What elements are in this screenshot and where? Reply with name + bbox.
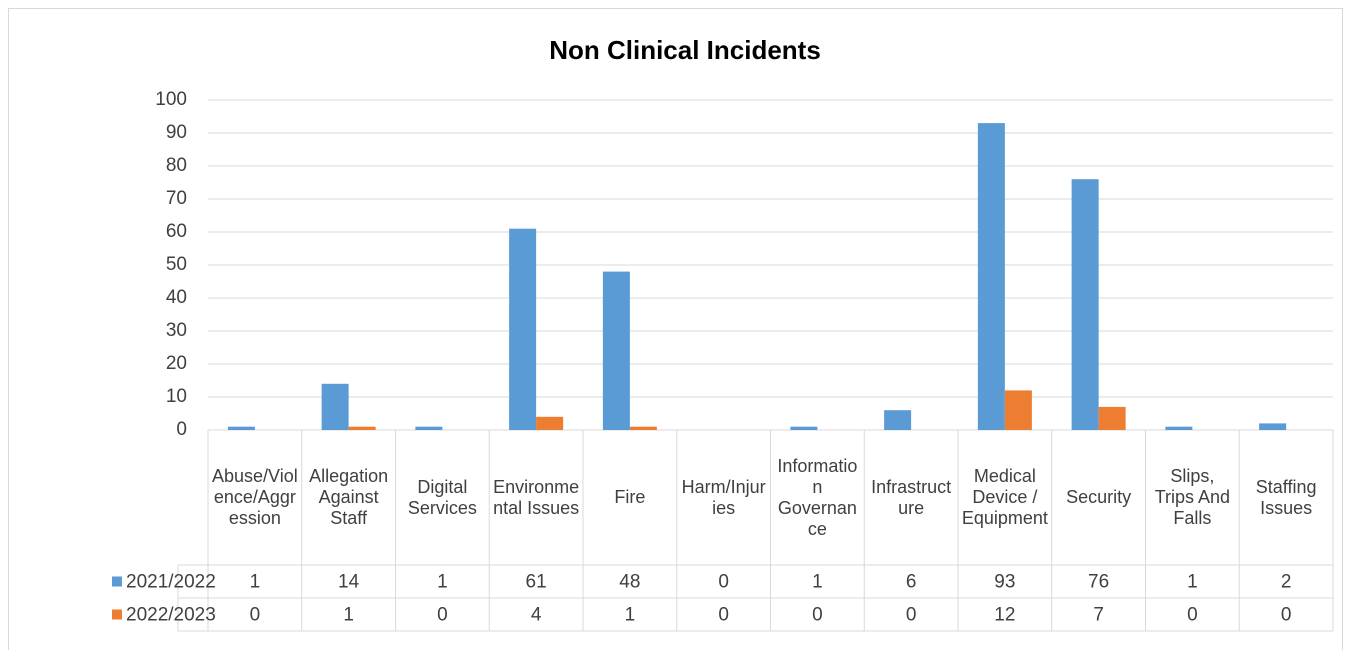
table-value: 48 xyxy=(619,572,640,593)
x-tick-label: Staffing Issues xyxy=(1255,476,1317,518)
legend-swatch xyxy=(112,576,122,587)
x-tick-label-box: Harm/Injuries xyxy=(681,476,766,518)
table-value: 1 xyxy=(625,605,636,626)
bar xyxy=(321,383,349,430)
bar xyxy=(536,416,564,430)
table-value: 1 xyxy=(437,572,448,593)
x-tick-label: Medical Device / Equipment xyxy=(961,466,1048,528)
table-value: 93 xyxy=(994,572,1015,593)
x-tick-label-box: Medical Device / Equipment xyxy=(961,466,1048,528)
table-value: 2 xyxy=(1281,572,1292,593)
chart-title: Non Clinical Incidents xyxy=(549,35,821,65)
x-tick-label: Information Governance xyxy=(777,455,858,539)
y-tick-label: 100 xyxy=(155,89,187,110)
bar xyxy=(790,426,818,430)
x-tick-label: Digital Services xyxy=(407,476,477,518)
x-tick-label-box: Information Governance xyxy=(777,455,858,539)
x-tick-label-box: Environmental Issues xyxy=(493,476,580,518)
y-tick-label: 20 xyxy=(166,353,187,374)
table-value: 0 xyxy=(718,605,729,626)
x-tick-label: Security xyxy=(1066,487,1132,507)
bar xyxy=(1004,390,1032,430)
bar xyxy=(1259,423,1287,430)
x-tick-label-box: Fire xyxy=(614,487,646,507)
bar xyxy=(1165,426,1193,430)
bar xyxy=(348,426,376,430)
bar xyxy=(602,271,630,430)
legend-swatch xyxy=(112,609,122,620)
x-tick-label-box: Allegation Against Staff xyxy=(309,466,389,528)
table-value: 0 xyxy=(812,605,823,626)
table-value: 0 xyxy=(437,605,448,626)
bar xyxy=(1098,406,1126,430)
bar xyxy=(1071,179,1099,430)
x-tick-label: Harm/Injuries xyxy=(681,476,766,518)
y-tick-label: 80 xyxy=(166,155,187,176)
table-value: 1 xyxy=(250,572,261,593)
table-value: 14 xyxy=(338,572,360,593)
x-tick-label-box: Infrastructure xyxy=(871,476,952,518)
table-value: 1 xyxy=(343,605,354,626)
table-value: 7 xyxy=(1093,605,1104,626)
table-value: 12 xyxy=(994,605,1015,626)
bar xyxy=(884,410,912,430)
y-tick-label: 0 xyxy=(176,419,187,440)
y-tick-label: 90 xyxy=(166,122,187,143)
x-tick-label-box: Abuse/Violence/Aggression xyxy=(212,466,298,528)
x-tick-label: Slips, Trips And Falls xyxy=(1154,466,1231,528)
table-value: 1 xyxy=(1187,572,1198,593)
x-tick-label: Abuse/Violence/Aggression xyxy=(212,466,298,528)
x-tick-label-box: Digital Services xyxy=(407,476,477,518)
table-value: 6 xyxy=(906,572,917,593)
x-tick-label-box: Slips, Trips And Falls xyxy=(1154,466,1231,528)
table-value: 0 xyxy=(718,572,729,593)
bar xyxy=(629,426,657,430)
bar xyxy=(415,426,443,430)
table-value: 0 xyxy=(906,605,917,626)
bar xyxy=(977,123,1005,430)
table-value: 0 xyxy=(250,605,261,626)
y-tick-label: 70 xyxy=(166,188,187,209)
x-tick-label: Fire xyxy=(614,487,646,507)
chart-border xyxy=(8,8,1343,650)
legend-label: 2021/2022 xyxy=(126,572,216,593)
bar xyxy=(227,426,255,430)
table-value: 76 xyxy=(1088,572,1109,593)
table-value: 61 xyxy=(526,572,547,593)
y-tick-label: 10 xyxy=(166,386,187,407)
legend-label: 2022/2023 xyxy=(126,605,216,626)
table-value: 4 xyxy=(531,605,542,626)
x-tick-label-box: Staffing Issues xyxy=(1255,476,1317,518)
x-tick-label: Infrastructure xyxy=(871,476,952,518)
x-tick-label: Allegation Against Staff xyxy=(309,466,389,528)
table-value: 1 xyxy=(812,572,823,593)
x-tick-label: Environmental Issues xyxy=(493,476,580,518)
table-value: 0 xyxy=(1281,605,1292,626)
x-tick-label-box: Security xyxy=(1066,487,1132,507)
bar xyxy=(509,228,537,430)
table-value: 0 xyxy=(1187,605,1198,626)
y-tick-label: 30 xyxy=(166,320,187,341)
y-tick-label: 40 xyxy=(166,287,187,308)
y-tick-label: 50 xyxy=(166,254,187,275)
y-tick-label: 60 xyxy=(166,221,187,242)
